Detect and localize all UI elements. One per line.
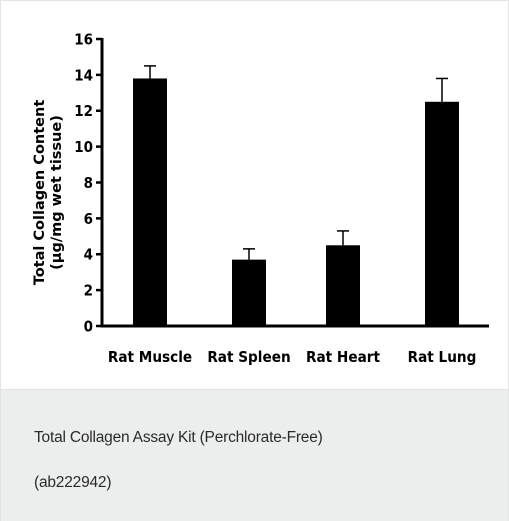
y-tick-label: 12 bbox=[74, 104, 93, 121]
x-category-label: Rat Muscle bbox=[108, 348, 192, 366]
bar-rat-lung bbox=[425, 101, 459, 326]
y-tick-label: 14 bbox=[74, 68, 93, 85]
y-axis-label-line-1: Total Collagen Content bbox=[32, 100, 48, 286]
x-category-label: Rat Lung bbox=[408, 348, 477, 366]
x-category-label: Rat Spleen bbox=[207, 348, 290, 366]
y-tick-label: 4 bbox=[84, 247, 93, 264]
y-tick-label: 10 bbox=[74, 140, 93, 157]
bar-rat-heart bbox=[326, 245, 360, 326]
y-axis-label-line-2: (µg/mg wet tissue) bbox=[49, 115, 65, 270]
caption-product-id: (ab222942) bbox=[34, 474, 112, 491]
bar-rat-spleen bbox=[232, 259, 266, 326]
caption-panel: Total Collagen Assay Kit (Perchlorate-Fr… bbox=[1, 389, 508, 521]
x-category-label: Rat Heart bbox=[306, 348, 380, 366]
chart-area: 0 2 4 6 8 10 12 14 16 Total Collagen Content (µg/m… bbox=[1, 1, 508, 389]
bar-chart: 0 2 4 6 8 10 12 14 16 Total Collagen Content (µg/m… bbox=[32, 32, 489, 366]
y-tick-label: 0 bbox=[84, 319, 93, 336]
bar-rat-muscle bbox=[133, 78, 167, 327]
y-tick-label: 16 bbox=[74, 32, 93, 49]
caption-title: Total Collagen Assay Kit (Perchlorate-Fr… bbox=[34, 429, 323, 446]
y-tick-label: 2 bbox=[84, 283, 93, 300]
y-tick-label: 8 bbox=[84, 175, 93, 192]
y-tick-label: 6 bbox=[84, 211, 93, 228]
